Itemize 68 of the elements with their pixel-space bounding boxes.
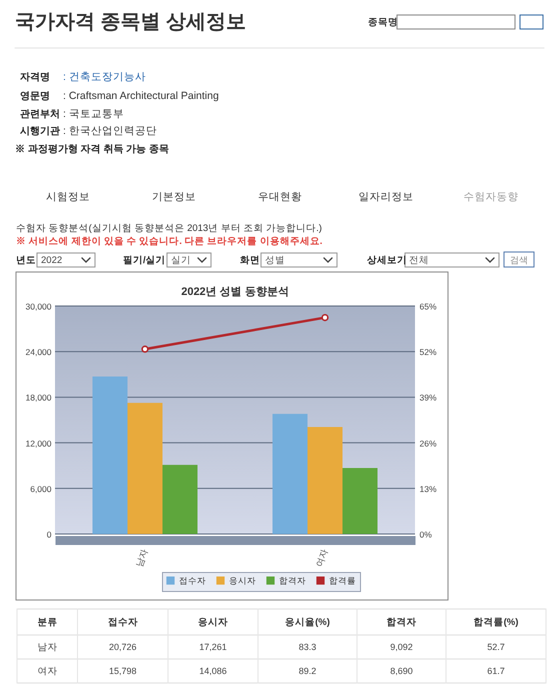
- data-label: 89.2: [298, 666, 316, 676]
- text: : Craftsman Architectural Painting: [63, 90, 219, 102]
- y2-tick-label: 65%: [420, 302, 437, 312]
- y-tick-label: 18,000: [26, 392, 52, 403]
- bar: [162, 464, 198, 534]
- text: 성별: [265, 255, 285, 266]
- text: 분류: [37, 617, 58, 628]
- text: 합격자: [386, 617, 416, 628]
- data-label: 83.3: [298, 642, 316, 652]
- text: 전체: [409, 255, 429, 266]
- category-label: 여자: [37, 666, 58, 677]
- text: : 건축도장기능사: [63, 71, 146, 83]
- legend-label: 응시자: [229, 576, 256, 586]
- chart-title: 2022년 성별 동향분석: [181, 286, 289, 298]
- text: : 한국산업인력공단: [63, 125, 157, 137]
- text: 수험자동향: [464, 191, 518, 203]
- data-label: 20,726: [108, 642, 137, 652]
- text: : 국토교통부: [63, 108, 124, 120]
- text: 우대현황: [258, 191, 302, 203]
- text: 기본정보: [152, 191, 196, 203]
- text: 화면: [240, 255, 260, 266]
- data-label: 17,261: [199, 642, 227, 652]
- text: 국가자격 종목별 상세정보: [15, 11, 246, 33]
- data-label: 61.7: [487, 666, 505, 676]
- y-tick-label: 24,000: [26, 347, 52, 358]
- data-label: 15,798: [108, 666, 137, 676]
- bar: [308, 426, 343, 534]
- legend-label: 합격률: [329, 576, 356, 586]
- text: 응시자: [198, 617, 228, 628]
- bar: [272, 414, 308, 534]
- text: 접수자: [108, 617, 138, 628]
- text: 필기/실기: [123, 255, 166, 266]
- text: 관련부처: [20, 109, 60, 120]
- text: 실기: [171, 255, 191, 266]
- y-tick-label: 12,000: [26, 438, 52, 448]
- bar: [92, 376, 128, 534]
- text: ※ 과정평가형 자격 취득 가능 종목: [15, 144, 169, 155]
- text: 시험정보: [46, 191, 90, 203]
- text: 영문명: [20, 91, 50, 102]
- text: 응시율(%): [285, 617, 330, 628]
- bar: [127, 402, 162, 534]
- data-label: 9,092: [390, 642, 413, 652]
- legend-label: 합격자: [279, 576, 306, 586]
- text: 년도: [16, 255, 36, 266]
- text: 일자리정보: [358, 191, 414, 203]
- text: 종목명: [368, 17, 398, 28]
- bar: [342, 468, 378, 534]
- text: 시행기관: [20, 126, 60, 137]
- text: 검색: [510, 255, 528, 265]
- y2-tick-label: 13%: [420, 484, 437, 494]
- text: ※ 서비스에 제한이 있을 수 있습니다. 다른 브라우저를 이용해주세요.: [16, 236, 322, 247]
- text: 자격명: [20, 72, 50, 83]
- category-label: 남자: [37, 642, 58, 653]
- text: 2022: [41, 255, 62, 266]
- text: 수험자 동향분석(실기시험 동향분석은 2013년 부터 조회 가능합니다.): [16, 223, 322, 234]
- y2-tick-label: 52%: [420, 347, 437, 358]
- y2-tick-label: 26%: [420, 438, 437, 448]
- data-label: 8,690: [390, 666, 413, 676]
- y2-tick-label: 0%: [420, 530, 432, 540]
- y-tick-label: 0: [46, 530, 52, 540]
- legend-label: 접수자: [179, 576, 206, 586]
- text: 합격률(%): [474, 617, 518, 628]
- y2-tick-label: 39%: [420, 392, 437, 403]
- y-tick-label: 6,000: [30, 484, 52, 494]
- data-label: 52.7: [487, 642, 505, 652]
- y-tick-label: 30,000: [26, 302, 52, 312]
- text: 상세보기: [367, 255, 407, 266]
- data-label: 14,086: [199, 666, 227, 676]
